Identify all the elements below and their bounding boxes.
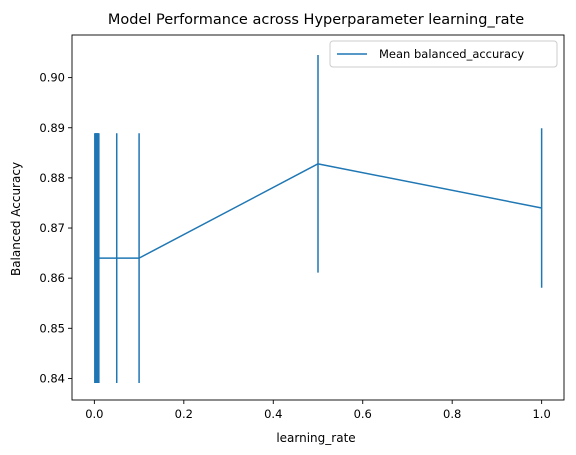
x-axis-label: learning_rate — [276, 431, 355, 445]
x-tick-label: 0.8 — [443, 407, 461, 421]
axis-ticks: 0.0 0.2 0.4 0.6 0.8 1.0 0.84 0.85 0.86 0.87 0.88 0.… — [39, 71, 550, 421]
legend: Mean balanced_accuracy — [329, 40, 558, 68]
y-axis-label: Balanced Accuracy — [9, 162, 23, 276]
legend-label: Mean balanced_accuracy — [379, 47, 524, 61]
x-tick-label: 0.0 — [85, 407, 103, 421]
y-tick-label: 0.86 — [39, 271, 65, 285]
series-line — [94, 163, 542, 259]
x-tick-label: 0.6 — [354, 407, 372, 421]
y-tick-label: 0.90 — [39, 71, 65, 85]
y-tick-label: 0.88 — [39, 171, 65, 185]
y-tick-label: 0.87 — [39, 221, 65, 235]
chart-title: Model Performance across Hyperparameter … — [108, 12, 524, 28]
legend-box — [329, 40, 558, 68]
y-tick-label: 0.89 — [39, 121, 65, 135]
y-tick-label: 0.84 — [39, 371, 65, 385]
x-tick-label: 0.4 — [264, 407, 282, 421]
plot-area-frame — [71, 34, 565, 401]
x-tick-label: 1.0 — [532, 407, 550, 421]
y-tick-label: 0.85 — [39, 321, 65, 335]
x-tick-label: 0.2 — [175, 407, 193, 421]
plot-marks — [94, 55, 543, 383]
